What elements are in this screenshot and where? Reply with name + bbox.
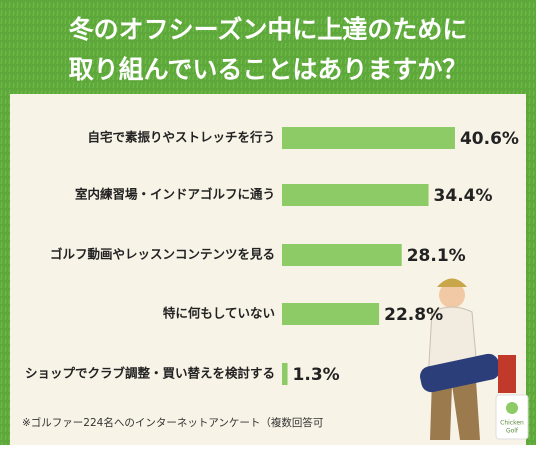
category-label: 室内練習場・インドアゴルフに通う bbox=[75, 187, 275, 202]
bar bbox=[282, 127, 455, 149]
category-label: ゴルフ動画やレッスンコンテンツを見る bbox=[50, 247, 275, 262]
value-label: 34.4% bbox=[434, 186, 493, 206]
category-label: 自宅で素振りやストレッチを行う bbox=[87, 130, 275, 145]
logo-text: Golf bbox=[506, 428, 519, 435]
golfer-illustration bbox=[420, 278, 516, 440]
value-label: 1.3% bbox=[293, 365, 340, 385]
bar bbox=[282, 184, 429, 206]
category-label: 特に何もしていない bbox=[163, 306, 275, 321]
value-label: 22.8% bbox=[384, 305, 443, 325]
chart-title: 取り組んでいることはありますか？ bbox=[69, 55, 468, 84]
footnote: ※ゴルファー224名へのインターネットアンケート（複数回答可 bbox=[22, 416, 323, 429]
logo: Chicken Golf bbox=[495, 394, 529, 440]
chart-title: 冬のオフシーズン中に上達のために bbox=[69, 15, 468, 44]
category-label: ショップでクラブ調整・買い替えを検討する bbox=[25, 366, 275, 381]
value-label: 28.1% bbox=[407, 246, 466, 266]
bar bbox=[282, 244, 402, 266]
bar bbox=[282, 363, 288, 385]
value-label: 40.6% bbox=[460, 129, 519, 149]
bar bbox=[282, 303, 380, 325]
logo-text: Chicken bbox=[500, 420, 524, 427]
